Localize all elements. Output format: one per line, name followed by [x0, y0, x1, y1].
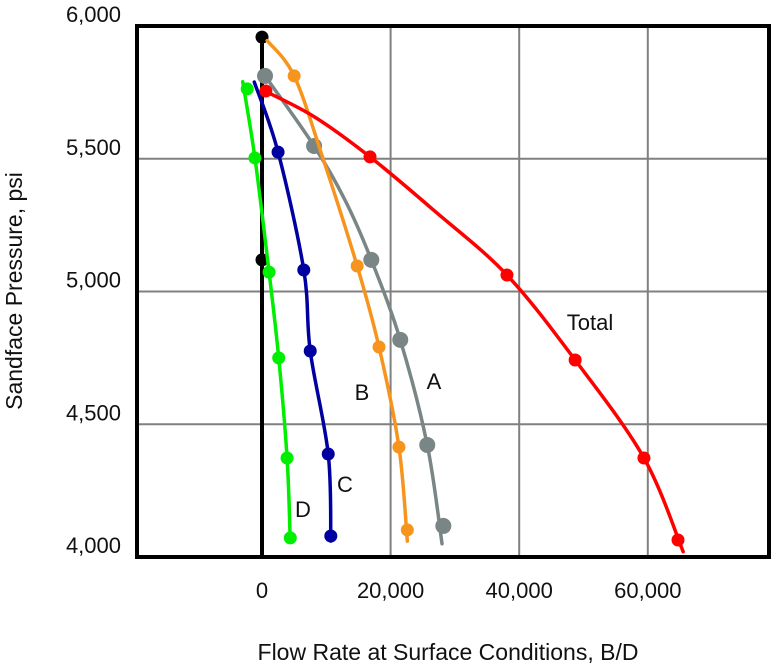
x-tick-label: 60,000 — [614, 578, 681, 603]
y-axis-title: Sandface Pressure, psi — [1, 172, 27, 410]
data-point — [392, 440, 406, 454]
data-point — [372, 340, 386, 354]
data-point — [637, 451, 651, 465]
data-point — [392, 331, 409, 348]
data-point — [297, 263, 311, 277]
data-point — [324, 529, 338, 543]
data-point — [568, 353, 582, 367]
data-point — [303, 344, 317, 358]
data-point — [240, 82, 254, 96]
data-point — [363, 251, 380, 268]
series-total — [259, 84, 685, 554]
y-tick-label: 5,000 — [66, 268, 121, 293]
series-label-total: Total — [567, 310, 613, 335]
plot-frame — [135, 24, 771, 559]
data-point — [248, 151, 262, 165]
x-tick-label: 0 — [256, 578, 268, 603]
y-tick-label: 5,500 — [66, 135, 121, 160]
data-point — [271, 145, 285, 159]
x-tick-label: 40,000 — [486, 578, 553, 603]
series-a — [257, 67, 452, 546]
data-point — [435, 517, 452, 534]
data-point — [262, 265, 276, 279]
data-point — [500, 268, 514, 282]
data-point — [257, 67, 274, 84]
series-label-c: C — [337, 472, 353, 497]
x-axis-title: Flow Rate at Surface Conditions, B/D — [258, 639, 639, 665]
tick-labels: 0 20,000 40,000 60,000 4,000 4,500 5,000 5,500 6… — [66, 2, 682, 603]
data-point — [400, 523, 414, 537]
y-tick-label: 4,500 — [66, 400, 121, 425]
x-tick-label: 20,000 — [357, 578, 424, 603]
series-labels: Total A B C D — [295, 310, 613, 522]
data-point — [350, 259, 364, 273]
y-tick-label: 4,000 — [66, 533, 121, 558]
series-label-d: D — [295, 497, 311, 522]
grid-lines — [137, 25, 769, 558]
data-point — [321, 447, 335, 461]
data-point — [280, 451, 294, 465]
data-point — [363, 150, 377, 164]
series-label-b: B — [355, 380, 370, 405]
series-d — [240, 80, 297, 545]
data-point — [255, 253, 269, 267]
series-b — [265, 38, 414, 543]
y-tick-label: 6,000 — [66, 2, 121, 27]
data-point — [259, 84, 273, 98]
data-point — [419, 436, 436, 453]
series-c — [252, 80, 338, 543]
series-zero-rate — [255, 30, 269, 559]
data-point — [287, 69, 301, 83]
data-point — [283, 531, 297, 545]
series-label-a: A — [427, 369, 442, 394]
series-layer — [240, 30, 685, 559]
data-point — [671, 533, 685, 547]
data-point — [272, 351, 286, 365]
data-point — [255, 30, 269, 44]
